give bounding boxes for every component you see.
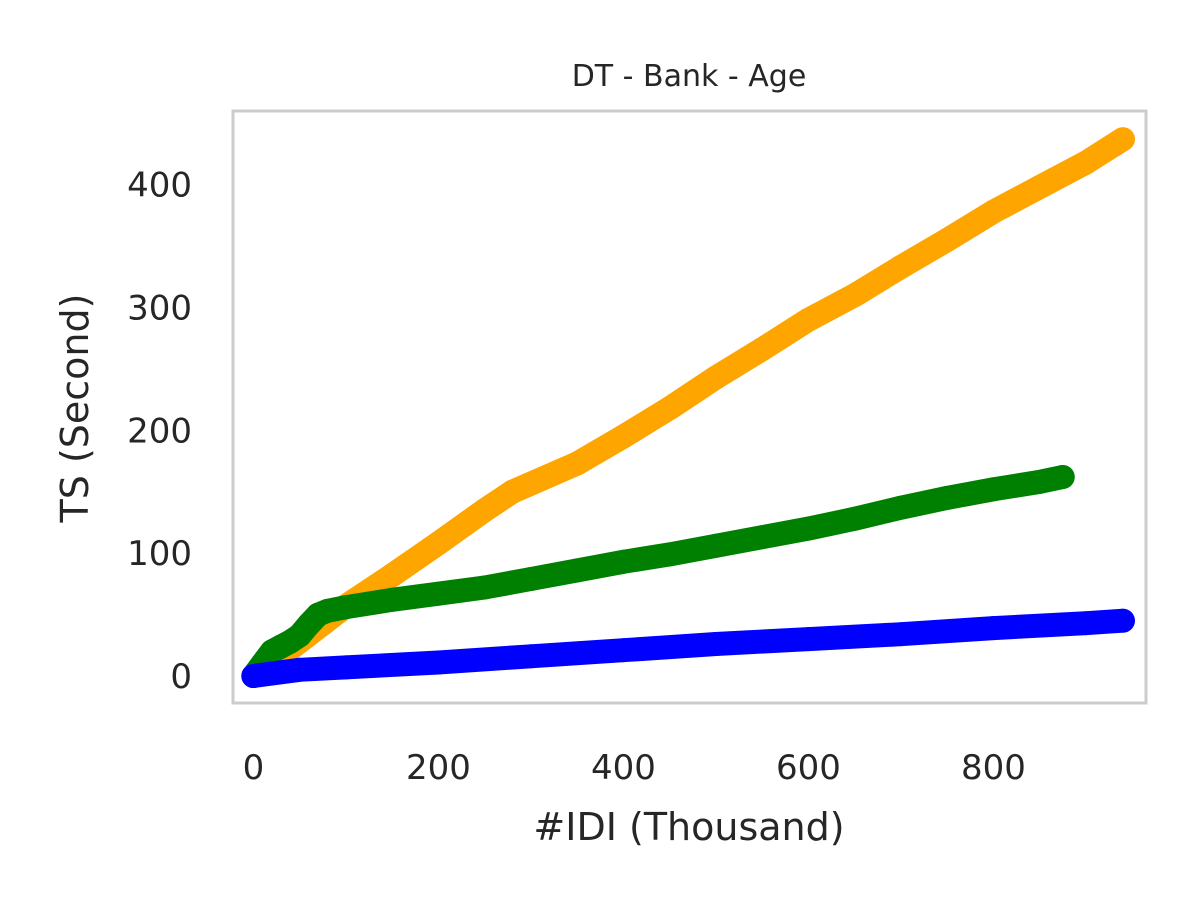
data-point [796, 627, 821, 652]
data-point [426, 531, 451, 556]
data-point [1027, 175, 1052, 200]
x-tick-label: 400 [591, 748, 656, 788]
data-point [333, 595, 358, 620]
data-point [333, 655, 358, 680]
data-point [703, 632, 728, 656]
data-point [518, 567, 543, 591]
data-point [518, 644, 543, 669]
data-point [611, 424, 636, 449]
data-point [1050, 465, 1075, 489]
y-tick-label: 200 [127, 411, 192, 451]
chart-title: DT - Bank - Age [572, 59, 807, 94]
data-point [981, 477, 1006, 502]
y-axis-label: TS (Second) [53, 294, 97, 524]
x-tick-label: 200 [406, 748, 471, 788]
axes-frame [231, 109, 1148, 705]
data-point [315, 598, 340, 623]
data-point [500, 479, 525, 504]
data-point [981, 616, 1006, 641]
data-point [657, 542, 682, 567]
data-point [611, 549, 636, 574]
data-point [380, 563, 405, 588]
data-point [703, 533, 728, 558]
data-point [565, 558, 590, 583]
data-point [565, 451, 590, 476]
y-tick-label: 400 [127, 166, 192, 206]
data-point [888, 495, 913, 520]
data-point [426, 650, 451, 675]
data-point [472, 575, 497, 600]
data-point [1073, 150, 1098, 175]
data-point [1110, 608, 1135, 633]
ticks-layer: 0 200 400 600 800 0 100 200 300 400 [127, 166, 1026, 788]
data-point [380, 587, 405, 612]
x-tick-label: 0 [243, 748, 265, 788]
data-point [1027, 469, 1052, 494]
data-point [796, 516, 821, 541]
data-point [750, 525, 775, 550]
data-point [703, 365, 728, 390]
data-point [888, 622, 913, 647]
x-tick-label: 600 [776, 748, 841, 788]
data-point [1110, 127, 1135, 152]
data-point [657, 396, 682, 421]
y-tick-label: 100 [127, 534, 192, 574]
data-point [842, 283, 867, 308]
y-tick-label: 0 [170, 657, 192, 697]
data-point [935, 228, 960, 252]
data-point [796, 307, 821, 332]
data-point [1073, 611, 1098, 636]
data-point [241, 664, 266, 688]
data-point [611, 638, 636, 663]
data-point [888, 255, 913, 279]
data-point [750, 337, 775, 362]
y-tick-label: 300 [127, 289, 192, 329]
series-2 [241, 608, 1135, 688]
data-point [287, 657, 312, 682]
x-axis-label: #IDI (Thousand) [533, 805, 844, 849]
x-tick-label: 800 [961, 748, 1026, 788]
data-point [472, 498, 497, 523]
data-point [981, 199, 1006, 224]
data-point [935, 485, 960, 510]
series-layer [241, 127, 1135, 688]
data-point [842, 506, 867, 531]
data-point [426, 581, 451, 606]
